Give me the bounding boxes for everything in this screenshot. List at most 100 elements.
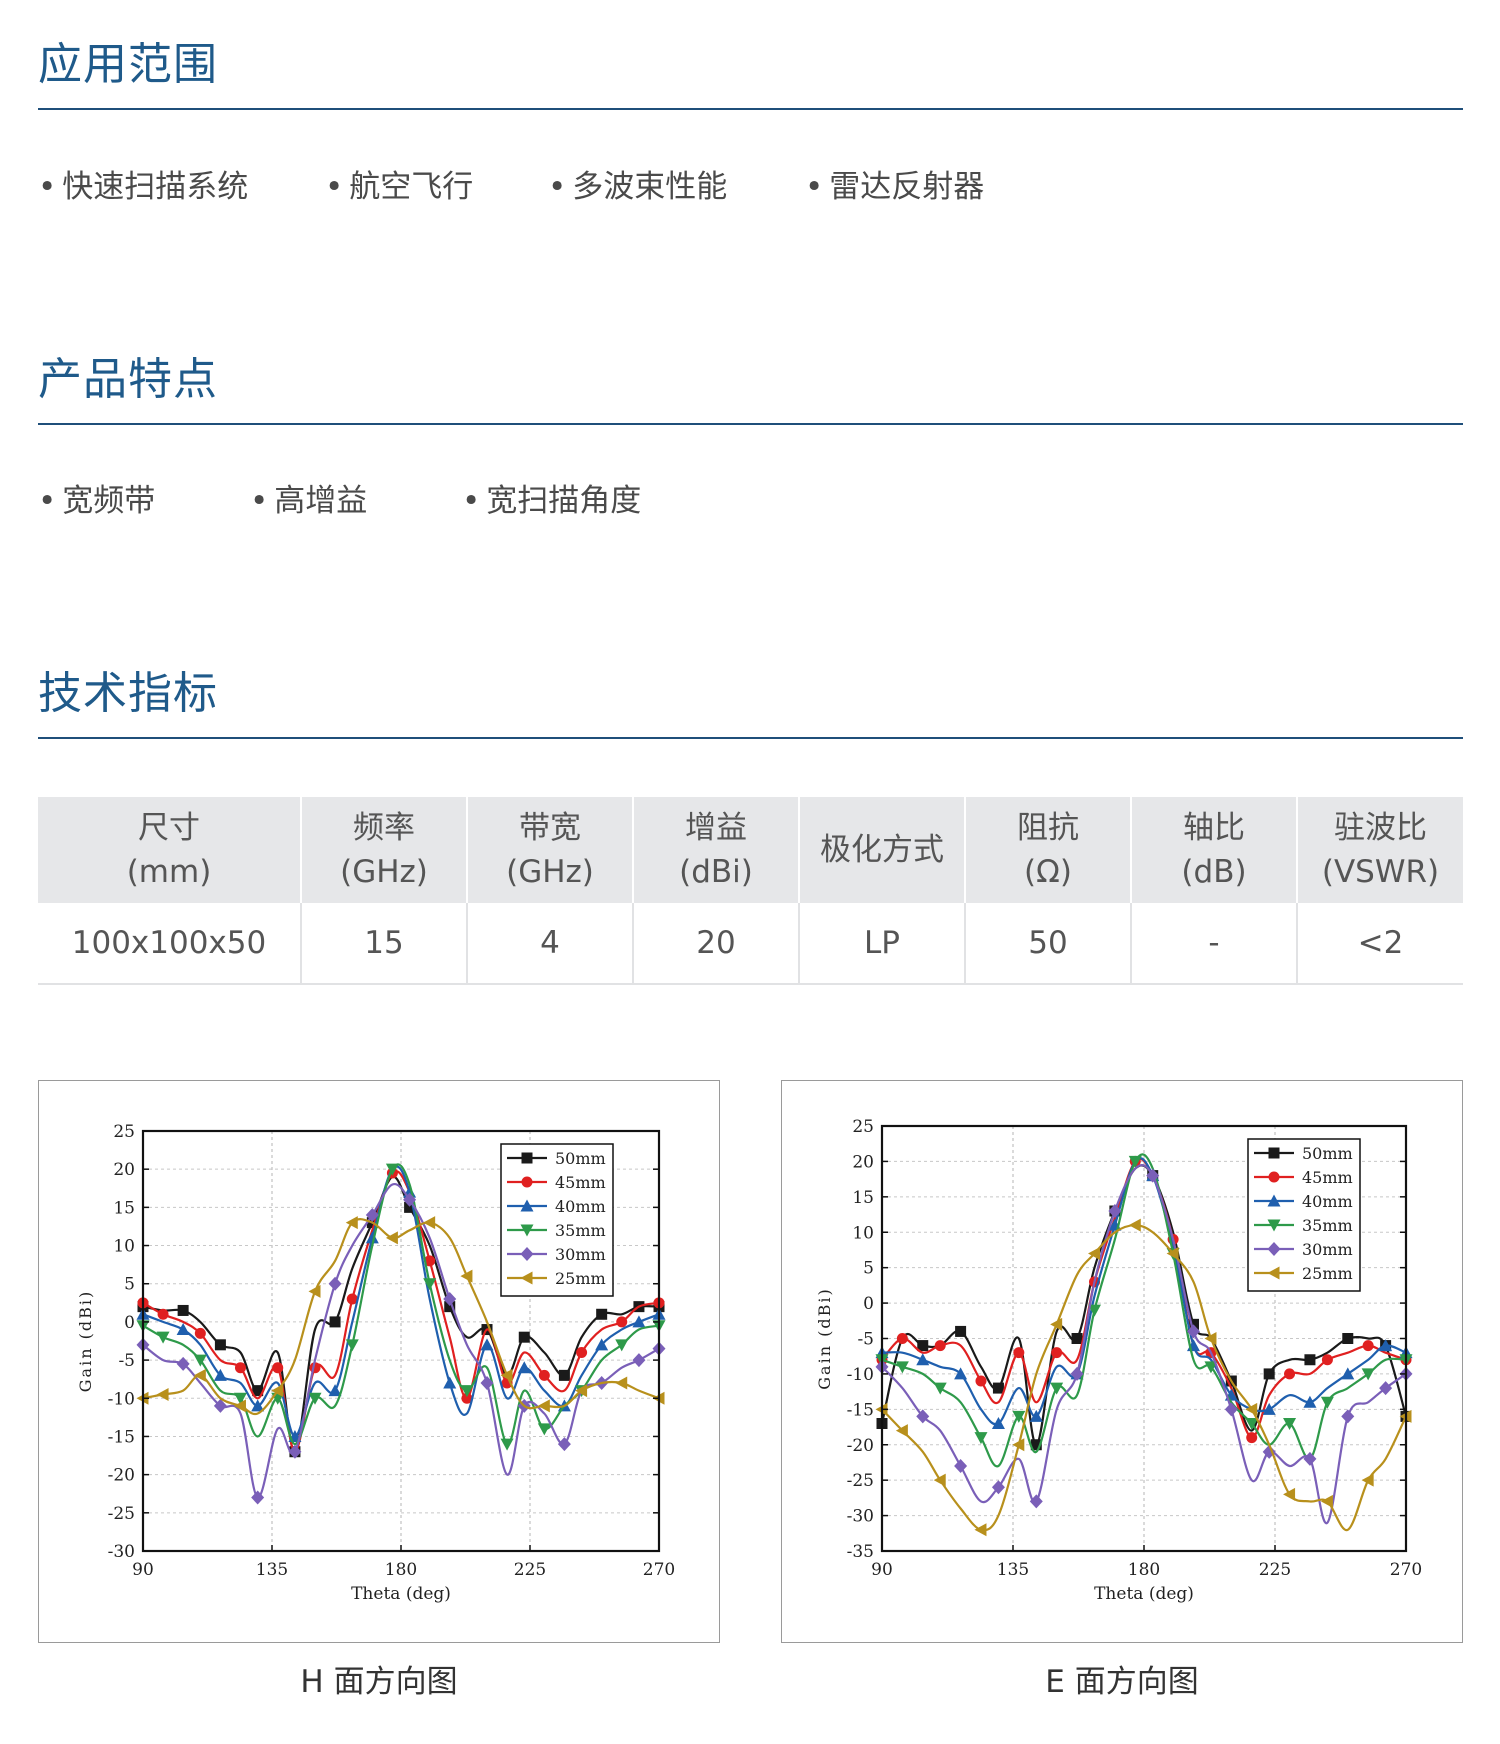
data-point	[895, 1424, 908, 1438]
data-point	[896, 1333, 908, 1344]
data-point	[288, 1444, 302, 1459]
data-point	[954, 1459, 968, 1473]
chart-legend: 50mm 45mm 40mm 35mm 30mm 25mm	[1247, 1138, 1361, 1292]
data-point	[328, 1384, 342, 1397]
data-point	[272, 1362, 284, 1374]
data-point	[916, 1409, 930, 1424]
data-point	[345, 1216, 358, 1230]
x-tick-label: 90	[132, 1560, 154, 1580]
data-point	[1166, 1247, 1179, 1260]
data-point	[954, 1367, 968, 1380]
y-tick-label: -15	[847, 1400, 874, 1420]
data-point	[1263, 1368, 1275, 1380]
spec-value-frequency: 15	[300, 903, 467, 985]
legend-marker	[520, 1271, 533, 1285]
data-point	[443, 1376, 457, 1389]
data-point	[328, 1276, 342, 1291]
data-point	[443, 1292, 457, 1306]
data-point	[1146, 1168, 1160, 1183]
spec-value-size: 100x100x50	[38, 903, 301, 985]
data-point	[444, 1301, 456, 1313]
e-plane-chart-svg: 90 135 180 225 270 -35 -30 -25 -20 -15 -10 -5 0 5 10 15…	[815, 1117, 1422, 1604]
data-point	[176, 1323, 190, 1336]
y-tick-label: -5	[118, 1351, 135, 1371]
legend-marker	[520, 1224, 534, 1237]
data-point	[1030, 1439, 1042, 1451]
data-point	[1012, 1410, 1026, 1423]
data-point	[955, 1325, 967, 1337]
legend-label: 45mm	[1302, 1168, 1353, 1187]
legend-item: 40mm	[507, 1197, 606, 1216]
data-point	[385, 1163, 399, 1176]
y-tick-label: -10	[847, 1365, 874, 1385]
y-tick-label: -20	[108, 1466, 135, 1486]
data-point	[1050, 1382, 1064, 1395]
series-line	[142, 1170, 660, 1453]
applications-divider	[38, 108, 1463, 110]
data-point	[500, 1438, 514, 1451]
data-point	[233, 1399, 246, 1413]
legend-label: 45mm	[555, 1173, 606, 1192]
applications-item: 快速扫描系统	[38, 167, 325, 207]
legend-label: 25mm	[555, 1269, 606, 1288]
data-point	[252, 1385, 264, 1397]
data-point	[500, 1368, 513, 1382]
e-plane-caption: E 面方向图	[1045, 1664, 1199, 1700]
data-point	[632, 1353, 646, 1368]
spec-header-vswr: 驻波比 (VSWR)	[1296, 797, 1463, 903]
features-item: 宽扫描角度	[462, 481, 641, 521]
legend-marker	[1268, 1171, 1280, 1183]
data-point	[385, 1231, 398, 1245]
spec-header-axial-ratio: 轴比 (dB)	[1130, 797, 1297, 903]
data-point	[1088, 1247, 1101, 1260]
legend-box	[500, 1143, 614, 1297]
spec-header-frequency: 频率 (GHz)	[300, 797, 467, 903]
data-point	[934, 1340, 946, 1352]
data-point	[615, 1339, 629, 1352]
data-point	[975, 1375, 987, 1387]
data-point	[156, 1387, 169, 1401]
legend-label: 40mm	[1302, 1192, 1353, 1211]
y-tick-label: 25	[852, 1117, 874, 1137]
legend-marker	[520, 1247, 534, 1261]
data-point	[233, 1392, 247, 1405]
y-tick-label: -35	[847, 1542, 874, 1562]
data-point	[404, 1201, 416, 1213]
data-point	[576, 1346, 588, 1358]
legend-label: 25mm	[1302, 1264, 1353, 1283]
legend-item: 30mm	[1254, 1240, 1353, 1259]
applications-item: 多波束性能	[548, 167, 805, 207]
spec-header-polarization: 极化方式	[798, 797, 965, 903]
y-tick-label: 25	[113, 1122, 135, 1142]
x-axis-label: Theta (deg)	[351, 1584, 451, 1604]
specs-title: 技术指标	[38, 668, 218, 719]
spec-header-size: 尺寸 (mm)	[38, 797, 301, 903]
spec-header-impedance: 阻抗 (Ω)	[964, 797, 1131, 903]
legend-marker	[1267, 1242, 1281, 1256]
data-point	[177, 1304, 189, 1316]
y-axis-label: Gain (dBi)	[76, 1290, 95, 1392]
legend-label: 50mm	[555, 1149, 606, 1168]
data-point	[1283, 1418, 1297, 1430]
data-point	[632, 1315, 646, 1328]
y-tick-label: 5	[124, 1275, 135, 1295]
applications-title: 应用范围	[38, 39, 218, 90]
data-point	[933, 1382, 947, 1395]
data-point	[595, 1338, 609, 1351]
y-tick-label: -25	[847, 1471, 874, 1491]
legend-item: 45mm	[1254, 1168, 1353, 1187]
data-point	[251, 1399, 265, 1412]
data-point	[1283, 1487, 1296, 1501]
x-tick-label: 90	[871, 1560, 893, 1580]
y-tick-label: -20	[847, 1436, 874, 1456]
data-point	[517, 1361, 531, 1374]
spec-value-polarization: LP	[798, 903, 965, 985]
y-tick-label: 15	[852, 1188, 874, 1208]
data-point	[460, 1385, 474, 1398]
data-point	[193, 1354, 207, 1367]
data-point	[1187, 1318, 1199, 1330]
spec-value-gain: 20	[632, 903, 799, 985]
series-line	[881, 1224, 1407, 1532]
data-point	[365, 1208, 379, 1222]
features-divider	[38, 423, 1463, 425]
